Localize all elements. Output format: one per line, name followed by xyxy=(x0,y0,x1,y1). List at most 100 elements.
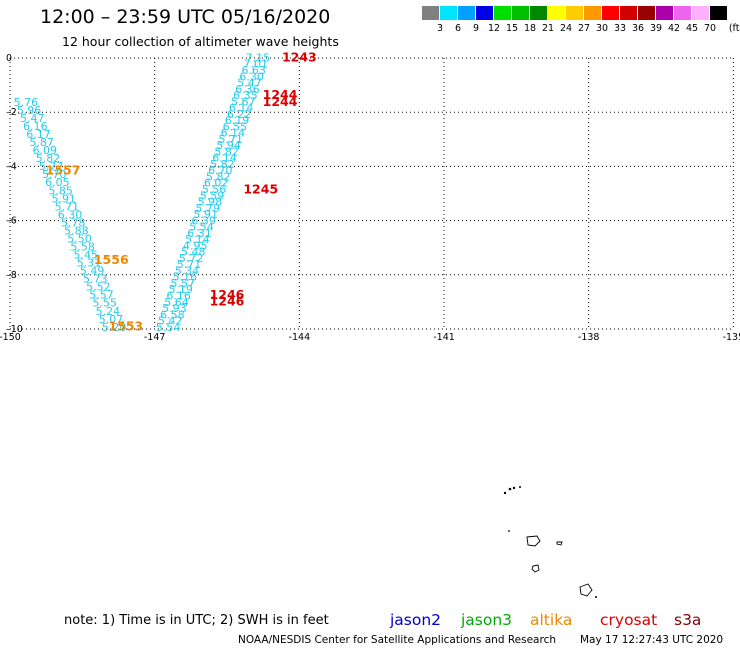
island xyxy=(531,564,540,573)
wave-height-value: 5.88 xyxy=(64,224,89,237)
wave-height-value: 5.82 xyxy=(210,158,235,171)
wave-height-value: 5.55 xyxy=(92,297,117,310)
legend-label: 21 xyxy=(541,23,555,34)
legend-swatch xyxy=(620,6,637,20)
lat-tick-label: –8 xyxy=(6,270,17,281)
wave-height-value: 5.58 xyxy=(70,240,95,253)
wave-height-value: 5.07 xyxy=(99,313,124,326)
legend-swatch xyxy=(530,6,547,20)
legend-label: 3 xyxy=(436,23,444,34)
wave-height-value: 5.94 xyxy=(216,139,241,152)
wave-height-value: 6.19 xyxy=(225,114,250,127)
lon-tick-label: -150 xyxy=(0,332,21,343)
legend-label: 70 xyxy=(703,23,717,34)
legend-label: 15 xyxy=(505,23,519,34)
wave-height-value: 5.82 xyxy=(214,145,239,158)
credit-line: NOAA/NESDIS Center for Satellite Applica… xyxy=(238,634,556,646)
wave-height-value: 5.70 xyxy=(42,168,67,181)
legend-label: 6 xyxy=(454,23,462,34)
axis-labels: -150 -147 -144 -141 -138 -135 0 –2 –4 –6 –8 –10 xyxy=(0,53,740,343)
wave-height-value: 6.63 xyxy=(241,64,266,77)
wave-height-value: 6.16 xyxy=(23,120,48,133)
map-title: 12:00 – 23:59 UTC 05/16/2020 xyxy=(40,6,331,28)
wave-height-value: 6.36 xyxy=(235,83,260,96)
wave-height-value: 5.45 xyxy=(74,249,99,262)
island xyxy=(579,583,593,597)
lon-tick-label: -135 xyxy=(723,332,740,343)
wave-height-value: 5.76 xyxy=(14,96,39,109)
sat-name-s3a: s3a xyxy=(674,611,702,629)
wave-height-value: 5.19 xyxy=(168,283,193,296)
wave-height-value: 5.56 xyxy=(202,183,227,196)
wave-height-value: 6.02 xyxy=(204,177,229,190)
pass-time-label: 1246 xyxy=(210,287,245,302)
wave-height-value: 5.47 xyxy=(20,112,45,125)
wave-height-value: 5.73 xyxy=(83,273,108,286)
wave-height-value: 6.55 xyxy=(223,120,248,133)
lat-tick-label: 0 xyxy=(6,53,12,64)
wave-height-value: 6.14 xyxy=(221,127,246,140)
wave-height-value: 5.91 xyxy=(193,208,218,221)
legend-swatch xyxy=(458,6,475,20)
pass-time-label: 1553 xyxy=(108,318,143,333)
lat-tick-label: –10 xyxy=(6,324,23,335)
wave-height-value: 6.58 xyxy=(160,308,185,321)
wave-height-value: 6.70 xyxy=(208,164,233,177)
wave-height-value: 5.49 xyxy=(80,265,105,278)
legend-label: 39 xyxy=(649,23,663,34)
wave-height-value: 6.31 xyxy=(187,227,212,240)
legend-label: 12 xyxy=(487,23,501,34)
legend-swatch xyxy=(422,6,439,20)
legend-swatch xyxy=(638,6,655,20)
legend-swatch xyxy=(494,6,511,20)
wave-height-value: 5.16 xyxy=(173,271,198,284)
legend-label: 18 xyxy=(523,23,537,34)
wave-height-value: 5.71 xyxy=(219,133,244,146)
legend-label: 9 xyxy=(472,23,480,34)
wave-height-value: 5.91 xyxy=(51,192,76,205)
pass-time-label: 1245 xyxy=(243,181,278,196)
wave-height-value: 5.57 xyxy=(171,277,196,290)
wave-height-value: 5.54 xyxy=(189,221,214,234)
wave-height-value: 6.14 xyxy=(212,152,237,165)
footer-note: note: 1) Time is in UTC; 2) SWH is in fe… xyxy=(64,613,329,628)
lon-tick-label: -147 xyxy=(144,332,166,343)
wave-height-value: 5.54 xyxy=(156,321,181,334)
sat-name-jason3: jason3 xyxy=(461,611,513,629)
wave-height-value: 6.30 xyxy=(58,208,83,221)
wave-height-value: 5.71 xyxy=(55,200,80,213)
wave-height-value: 5.42 xyxy=(158,315,183,328)
wave-height-value: 5.31 xyxy=(77,257,102,270)
wave-height-value: 6.05 xyxy=(45,176,70,189)
wave-height-value: 5.24 xyxy=(96,305,121,318)
lat-tick-label: –6 xyxy=(6,216,17,227)
wave-height-value: 5.77 xyxy=(39,160,64,173)
wave-height-value: 6.17 xyxy=(26,128,51,141)
pass-time-label: 1244 xyxy=(263,87,298,102)
wave-height-value: 5.85 xyxy=(48,184,73,197)
island xyxy=(508,530,510,532)
lat-tick-label: –4 xyxy=(6,161,17,172)
wave-height-value: 4.95 xyxy=(183,239,208,252)
island xyxy=(508,487,512,491)
wave-height-value: 6.35 xyxy=(233,89,258,102)
wave-height-value: 6.16 xyxy=(166,290,191,303)
legend-swatch xyxy=(476,6,493,20)
wave-height-value: 5.79 xyxy=(196,202,221,215)
sat-name-jason2: jason2 xyxy=(390,611,442,629)
wave-height-value: 6.09 xyxy=(33,144,58,157)
legend-label: 45 xyxy=(685,23,699,34)
legend-swatch xyxy=(656,6,673,20)
sat-name-cryosat: cryosat xyxy=(600,611,658,629)
pass-time-label: 1244 xyxy=(263,94,298,109)
wave-height-value: 6.30 xyxy=(239,70,264,83)
legend-label: 24 xyxy=(559,23,573,34)
wave-height-value: 5.96 xyxy=(17,104,42,117)
wave-height-value: 5.87 xyxy=(29,136,54,149)
pass-time-label: 1556 xyxy=(94,252,129,267)
pass-time-label: 1243 xyxy=(282,49,317,64)
wave-height-value: 5.59 xyxy=(200,189,225,202)
wave-height-value: 5.78 xyxy=(61,216,86,229)
wave-height-value: 5.98 xyxy=(198,196,223,209)
wave-height-value: 5.82 xyxy=(206,170,231,183)
